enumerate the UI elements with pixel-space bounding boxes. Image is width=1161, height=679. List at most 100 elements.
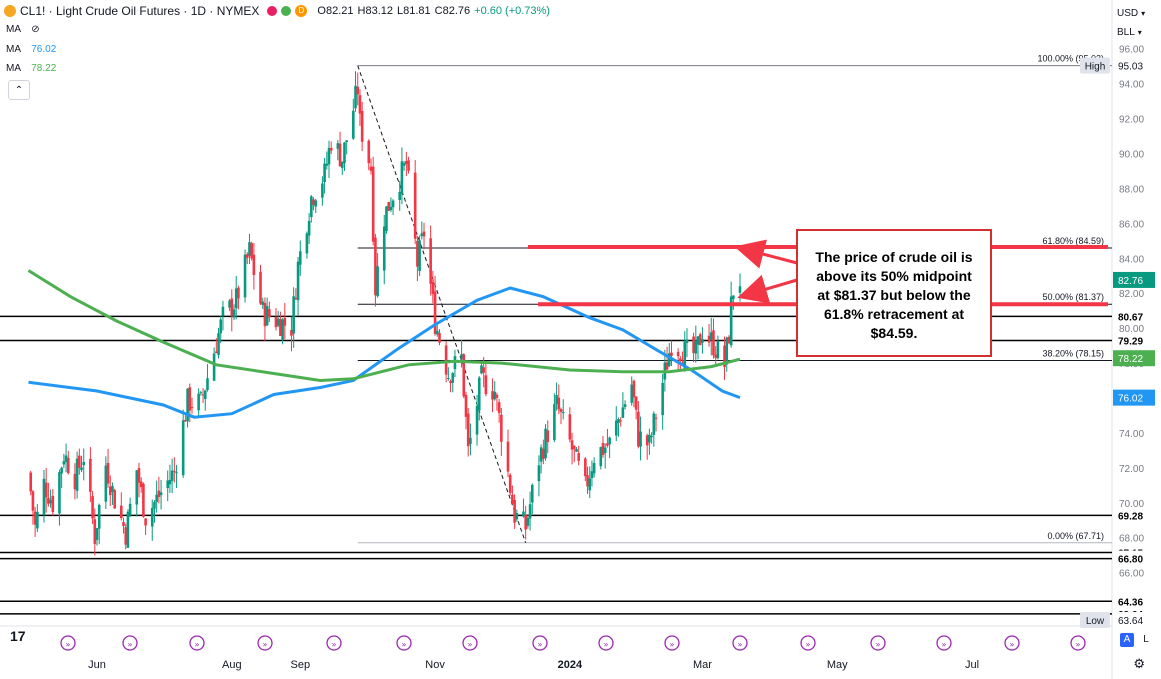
axis-tag-bg [1080,612,1110,628]
candle-body [197,393,200,411]
candle-body [66,457,70,474]
candle-body [82,462,86,466]
candle-body [584,458,587,477]
candle-body [431,281,435,294]
candle-body [215,351,218,353]
chevron-down-icon: ▾ [1141,8,1146,18]
candle-body [186,388,189,422]
candle-body [511,494,514,504]
candle-body [73,473,77,490]
candle-body [298,251,302,265]
candle-body [405,160,408,164]
candle-body [557,397,561,410]
price-badge-bg [1113,57,1155,74]
candle-body [451,373,455,383]
candle-body [199,392,203,394]
event-marker-icon [870,635,886,651]
candle-body [201,394,205,396]
annotation-text: The price of crude oil is [815,249,972,265]
candle-body [329,147,333,151]
candle-body [402,163,406,166]
price-badge: 79.29 [1118,337,1143,348]
tradingview-logo[interactable]: 17 [10,628,26,644]
candle-body [206,378,209,391]
candle-body [228,300,231,308]
candle-body [475,406,479,435]
candle-body [592,463,596,474]
candle-body [559,409,563,412]
candle-body [42,478,46,515]
event-marker-icon [396,635,412,651]
candle-body [575,448,578,452]
candle-body [652,413,656,435]
candle-body [385,206,388,231]
candle-body [738,286,742,293]
candle-body [219,319,223,334]
ma-legend-2[interactable]: MA 76.02 [6,44,56,55]
candle-body [493,391,497,400]
candle-body [500,414,503,442]
candle-body [723,345,726,368]
ma-legend-3[interactable]: MA 78.22 [6,63,56,74]
candle-body [648,434,651,443]
candle-body [608,437,611,445]
candle-body [438,332,441,343]
x-axis-label: Jun [88,659,106,671]
candle-body [261,301,265,305]
unit-select[interactable]: BLL ▾ [1111,23,1151,41]
log-scale-button[interactable]: L [1143,634,1149,645]
event-marker-icon [1004,635,1020,651]
settings-gear-icon[interactable]: ⚙ [1133,656,1145,671]
candle-body [144,518,147,526]
currency-label: USD [1117,7,1139,19]
candle-body [139,481,143,488]
price-badge-bg [1113,389,1155,406]
y-tick-label: 96.00 [1119,45,1144,56]
event-marker-glyph: » [195,640,200,649]
candle-body [159,492,163,496]
candle-body [157,490,161,497]
candle-body [630,384,634,403]
event-marker-icon [122,635,138,651]
candle-body [599,447,603,467]
hidden-eye-icon[interactable]: ⊘ [31,24,40,35]
currency-select[interactable]: USD ▾ [1111,4,1151,22]
x-axis-label: Nov [425,659,445,671]
candle-body [429,238,432,284]
candle-body [568,414,572,440]
price-badge: 82.76 [1118,276,1143,287]
candle-body [265,306,269,326]
price-badge-bg [1113,350,1155,367]
candle-body [515,513,519,520]
candle-body [696,336,700,345]
candle-body [422,231,426,237]
candle-body [621,407,625,418]
candle-body [506,441,510,472]
candle-body [537,465,541,482]
candle-body [727,336,731,344]
y-tick-label: 90.00 [1119,150,1144,161]
candle-body [124,527,128,545]
candle-body [128,503,132,516]
candle-body [670,352,673,356]
candle-body [314,200,318,207]
market-status-icon [267,6,278,16]
price-badge-bg [1113,612,1155,628]
candle-body [572,445,576,450]
candle-body [279,318,282,336]
event-marker-icon [598,635,614,651]
candle-body [360,110,364,142]
fib-level-label: 100.00% (95.03) [1037,54,1104,64]
collapse-legend-button[interactable]: ⌃ [8,80,30,100]
candle-body [283,318,287,326]
candle-body [217,333,220,355]
candle-body [577,453,580,461]
candle-body [268,309,271,318]
ma-legend-1[interactable]: MA ⊘ [6,24,40,35]
candle-body [650,435,653,438]
candle-body [413,172,417,239]
candle-body [619,420,622,422]
auto-scale-button[interactable]: A [1120,633,1134,647]
symbol-title[interactable]: CL1! · Light Crude Oil Futures · 1D · NY… [20,4,260,18]
